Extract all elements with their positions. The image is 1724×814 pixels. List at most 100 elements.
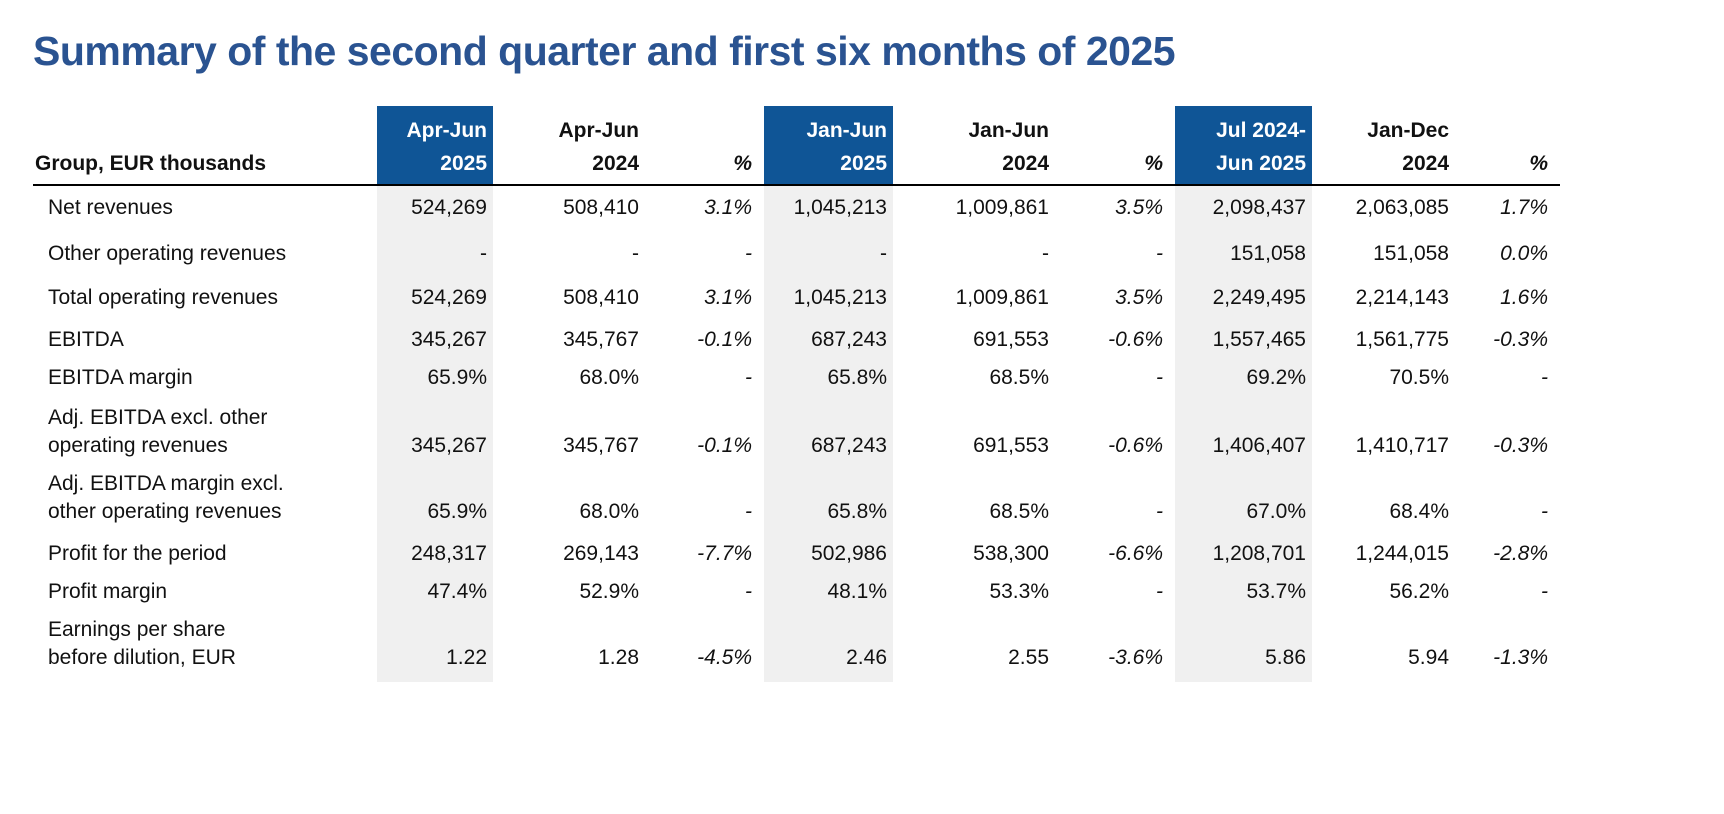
column-header-line: 2025: [840, 152, 887, 175]
row-label-line: Adj. EBITDA margin excl.: [48, 472, 284, 495]
cell-value: 69.2%: [1175, 364, 1312, 402]
cell-value: 67.0%: [1175, 470, 1312, 536]
column-header-line: Jan-Jun: [806, 119, 887, 142]
row-label: EBITDA: [33, 322, 377, 364]
cell-value: 5.94: [1408, 646, 1449, 669]
column-header-line: 2024: [592, 152, 639, 175]
header-row: Group, EUR thousands Apr-Jun 2025 Apr-Jun 2…: [33, 106, 1560, 186]
cell-value: 345,767: [563, 434, 639, 457]
cell-value: -: [745, 580, 752, 603]
cell-value: 0.0%: [1500, 242, 1548, 265]
column-header: Jan-Jun 2025: [764, 106, 893, 186]
cell-value: 1,406,407: [1175, 402, 1312, 470]
column-header-line: 2025: [440, 152, 487, 175]
column-header-line: Jan-Jun: [968, 119, 1049, 142]
cell-value: 1,244,015: [1355, 542, 1449, 565]
row-label-line: operating revenues: [48, 434, 228, 457]
column-header-line: [1455, 114, 1548, 147]
table-row: Adj. EBITDA excl. other operating revenue…: [33, 402, 1560, 470]
cell-value: 3.1%: [704, 286, 752, 309]
column-header-line: [645, 114, 752, 147]
cell-value: 3.5%: [1115, 196, 1163, 219]
cell-value: 508,410: [563, 196, 639, 219]
cell-value: 538,300: [973, 542, 1049, 565]
cell-value: 691,553: [973, 328, 1049, 351]
cell-value: -: [1156, 500, 1163, 523]
column-header: Apr-Jun 2025: [377, 106, 493, 186]
cell-value: 5.86: [1175, 616, 1312, 682]
cell-value: 70.5%: [1389, 366, 1449, 389]
table-row: Adj. EBITDA margin excl. other operating …: [33, 470, 1560, 536]
column-header: Jan-Jun 2024: [893, 106, 1055, 186]
row-label: Earnings per share before dilution, EUR: [33, 616, 377, 682]
column-header-line: %: [733, 152, 752, 175]
table-row: Net revenues 524,269 508,410 3.1% 1,045,213 1…: [33, 185, 1560, 232]
cell-value: 3.1%: [704, 196, 752, 219]
column-header-line: Apr-Jun: [406, 119, 488, 142]
row-label: Adj. EBITDA excl. other operating revenue…: [33, 402, 377, 470]
cell-value: -0.1%: [697, 328, 752, 351]
row-label-line: EBITDA: [48, 328, 124, 351]
cell-value: 151,058: [1373, 242, 1449, 265]
cell-value: 2,098,437: [1175, 185, 1312, 232]
cell-value: -0.6%: [1108, 328, 1163, 351]
cell-value: -: [1541, 366, 1548, 389]
cell-value: -: [1156, 242, 1163, 265]
cell-value: 269,143: [563, 542, 639, 565]
cell-value: -: [377, 232, 493, 278]
cell-value: 345,767: [563, 328, 639, 351]
cell-value: 502,986: [764, 536, 893, 578]
row-label: EBITDA margin: [33, 364, 377, 402]
row-label: Profit for the period: [33, 536, 377, 578]
cell-value: 345,267: [377, 402, 493, 470]
row-label-line: Earnings per share: [48, 618, 226, 641]
column-header: %: [645, 106, 764, 186]
cell-value: 65.8%: [764, 470, 893, 536]
row-label-line: Profit margin: [48, 580, 168, 603]
column-header-line: Jul 2024-: [1216, 119, 1306, 142]
cell-value: 1,009,861: [955, 286, 1049, 309]
cell-value: 68.4%: [1389, 500, 1449, 523]
cell-value: 151,058: [1175, 232, 1312, 278]
cell-value: 2,063,085: [1355, 196, 1449, 219]
cell-value: 2.46: [764, 616, 893, 682]
cell-value: -0.3%: [1493, 434, 1548, 457]
row-label-line: Profit for the period: [48, 542, 227, 565]
cell-value: 53.7%: [1175, 578, 1312, 616]
cell-value: -: [764, 232, 893, 278]
cell-value: -: [1541, 580, 1548, 603]
cell-value: 68.0%: [579, 366, 639, 389]
column-header-line: Apr-Jun: [558, 119, 640, 142]
cell-value: 1.28: [598, 646, 639, 669]
cell-value: -: [745, 500, 752, 523]
row-label-line: other operating revenues: [48, 500, 282, 523]
cell-value: 2,249,495: [1175, 278, 1312, 322]
column-header-line: Jun 2025: [1216, 152, 1306, 175]
cell-value: 2.55: [1008, 646, 1049, 669]
cell-value: 691,553: [973, 434, 1049, 457]
column-header: Jan-Dec 2024: [1312, 106, 1455, 186]
cell-value: -: [1541, 500, 1548, 523]
cell-value: 508,410: [563, 286, 639, 309]
cell-value: -1.3%: [1493, 646, 1548, 669]
column-header-line: [1055, 114, 1163, 147]
column-header-line: 2024: [1402, 152, 1449, 175]
row-label: Adj. EBITDA margin excl. other operating …: [33, 470, 377, 536]
row-label-line: before dilution, EUR: [48, 646, 236, 669]
table-row: EBITDA margin 65.9% 68.0% -65.8% 68.5% -69.2%…: [33, 364, 1560, 402]
cell-value: 68.5%: [989, 366, 1049, 389]
row-label-line: EBITDA margin: [48, 366, 193, 389]
cell-value: 524,269: [377, 185, 493, 232]
cell-value: 56.2%: [1389, 580, 1449, 603]
cell-value: 2,214,143: [1355, 286, 1449, 309]
corner-label: Group, EUR thousands: [33, 106, 377, 186]
cell-value: 47.4%: [377, 578, 493, 616]
summary-table: Group, EUR thousands Apr-Jun 2025 Apr-Jun 2…: [33, 106, 1560, 682]
cell-value: -: [1042, 242, 1049, 265]
cell-value: 1,557,465: [1175, 322, 1312, 364]
cell-value: 1,045,213: [764, 278, 893, 322]
cell-value: 687,243: [764, 322, 893, 364]
row-label: Profit margin: [33, 578, 377, 616]
cell-value: -6.6%: [1108, 542, 1163, 565]
row-label-line: Other operating revenues: [48, 242, 287, 265]
